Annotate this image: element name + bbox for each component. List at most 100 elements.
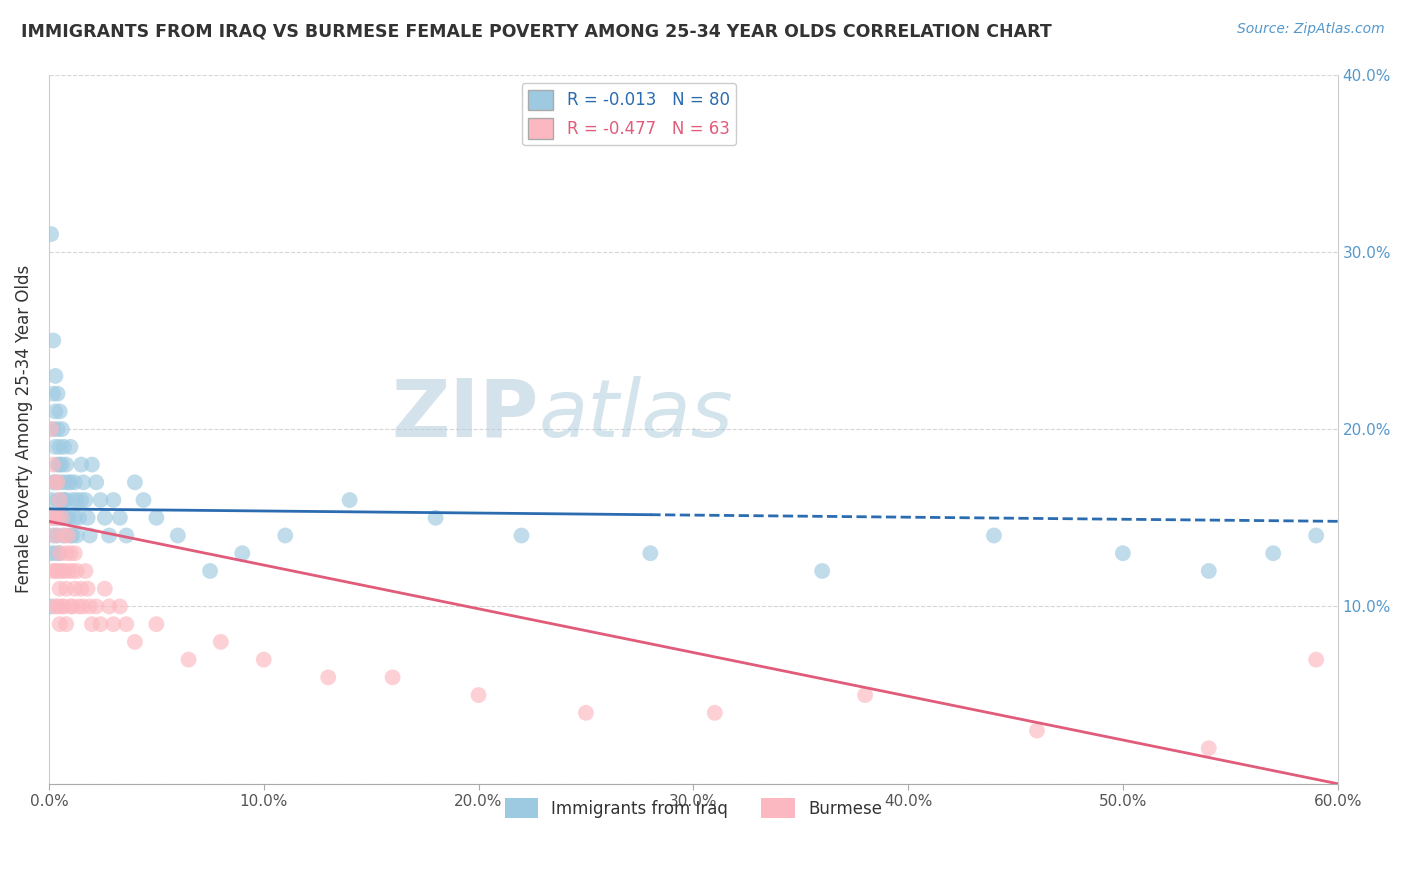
- Point: [39, 422, 62, 436]
- Point: [66, 528, 89, 542]
- Point: [274, 528, 297, 542]
- Point: [48, 493, 70, 508]
- Point: [62, 599, 84, 614]
- Point: [59, 475, 82, 490]
- Point: [42, 475, 65, 490]
- Point: [89, 493, 111, 508]
- Point: [108, 510, 131, 524]
- Point: [39, 227, 62, 241]
- Point: [51, 510, 73, 524]
- Point: [53, 528, 76, 542]
- Point: [42, 386, 65, 401]
- Point: [55, 546, 77, 560]
- Point: [51, 422, 73, 436]
- Point: [46, 458, 69, 472]
- Point: [48, 404, 70, 418]
- Point: [231, 546, 253, 560]
- Point: [67, 599, 90, 614]
- Point: [84, 475, 107, 490]
- Point: [467, 688, 489, 702]
- Point: [1305, 528, 1327, 542]
- Point: [48, 617, 70, 632]
- Point: [177, 652, 200, 666]
- Point: [63, 546, 86, 560]
- Point: [42, 528, 65, 542]
- Point: [53, 493, 76, 508]
- Point: [39, 546, 62, 560]
- Text: IMMIGRANTS FROM IRAQ VS BURMESE FEMALE POVERTY AMONG 25-34 YEAR OLDS CORRELATION: IMMIGRANTS FROM IRAQ VS BURMESE FEMALE P…: [21, 22, 1052, 40]
- Point: [53, 528, 76, 542]
- Point: [48, 546, 70, 560]
- Point: [63, 582, 86, 596]
- Point: [58, 510, 80, 524]
- Point: [53, 475, 76, 490]
- Point: [48, 510, 70, 524]
- Point: [62, 493, 84, 508]
- Point: [339, 493, 361, 508]
- Point: [53, 440, 76, 454]
- Point: [640, 546, 662, 560]
- Point: [51, 599, 73, 614]
- Point: [510, 528, 533, 542]
- Point: [55, 510, 77, 524]
- Point: [84, 599, 107, 614]
- Point: [853, 688, 876, 702]
- Point: [59, 528, 82, 542]
- Point: [53, 599, 76, 614]
- Point: [1198, 564, 1220, 578]
- Point: [39, 510, 62, 524]
- Point: [1305, 652, 1327, 666]
- Point: [51, 510, 73, 524]
- Point: [55, 582, 77, 596]
- Point: [46, 564, 69, 578]
- Y-axis label: Female Poverty Among 25-34 Year Olds: Female Poverty Among 25-34 Year Olds: [15, 265, 32, 593]
- Point: [44, 510, 66, 524]
- Point: [703, 706, 725, 720]
- Point: [59, 546, 82, 560]
- Text: Source: ZipAtlas.com: Source: ZipAtlas.com: [1237, 22, 1385, 37]
- Point: [48, 458, 70, 472]
- Point: [1112, 546, 1135, 560]
- Point: [44, 599, 66, 614]
- Text: ZIP: ZIP: [391, 376, 538, 454]
- Point: [145, 510, 167, 524]
- Point: [44, 475, 66, 490]
- Point: [48, 582, 70, 596]
- Point: [316, 670, 339, 684]
- Point: [44, 528, 66, 542]
- Point: [51, 458, 73, 472]
- Point: [53, 564, 76, 578]
- Point: [75, 564, 97, 578]
- Point: [94, 510, 117, 524]
- Point: [46, 528, 69, 542]
- Point: [209, 635, 232, 649]
- Point: [46, 599, 69, 614]
- Point: [58, 564, 80, 578]
- Point: [70, 458, 93, 472]
- Point: [63, 475, 86, 490]
- Point: [51, 564, 73, 578]
- Point: [381, 670, 404, 684]
- Point: [48, 546, 70, 560]
- Point: [80, 617, 103, 632]
- Point: [94, 582, 117, 596]
- Point: [115, 617, 138, 632]
- Point: [42, 334, 65, 348]
- Point: [198, 564, 221, 578]
- Point: [72, 475, 94, 490]
- Point: [46, 475, 69, 490]
- Point: [58, 528, 80, 542]
- Point: [108, 599, 131, 614]
- Point: [44, 404, 66, 418]
- Point: [48, 475, 70, 490]
- Point: [48, 440, 70, 454]
- Point: [42, 564, 65, 578]
- Point: [1198, 741, 1220, 756]
- Point: [59, 599, 82, 614]
- Point: [39, 599, 62, 614]
- Point: [55, 493, 77, 508]
- Point: [72, 599, 94, 614]
- Point: [166, 528, 188, 542]
- Point: [58, 475, 80, 490]
- Point: [62, 564, 84, 578]
